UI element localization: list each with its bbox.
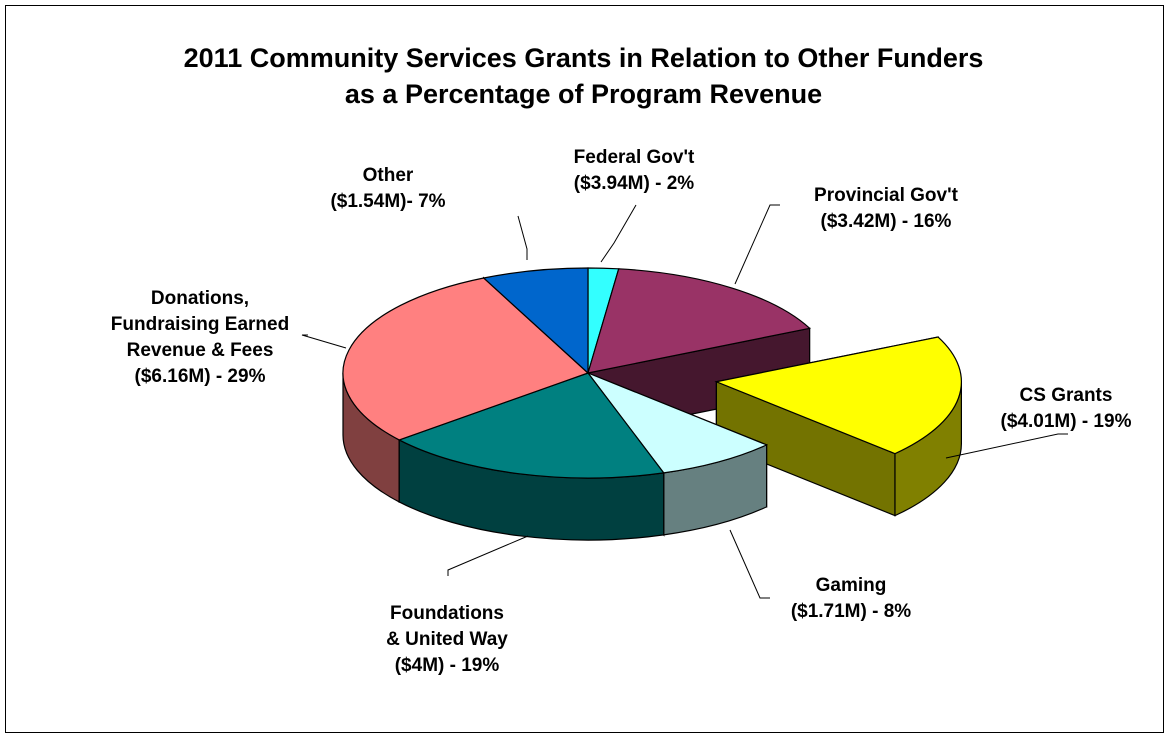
slice-cs-grants-label: CS Grants ($4.01M) - 19%	[1001, 383, 1132, 435]
slice-gaming	[586, 371, 769, 474]
slice-cs-grants-leader-line	[945, 433, 1068, 459]
slice-foundations-united-way-label-line: ($4M) - 19%	[394, 655, 500, 676]
slice-provincial-govt-leader-line	[734, 204, 780, 285]
slice-other-leader-line	[517, 215, 528, 260]
chart-subtitle: as a Percentage of Program Revenue	[344, 79, 823, 109]
slice-donations-label-line: Fundraising Earned	[110, 314, 290, 335]
slice-gaming-label-line: Gaming	[815, 575, 887, 596]
slice-provincial-govt-label-line: ($3.42M) - 16%	[820, 211, 952, 232]
slice-provincial-govt-label: Provincial Gov't ($3.42M) - 16%	[814, 183, 958, 235]
slice-federal-govt-label-line: Federal Gov't	[573, 147, 695, 168]
slice-foundations-united-way	[397, 372, 665, 479]
slice-foundations-united-way-label-line: & United Way	[386, 629, 508, 650]
slice-other	[482, 267, 589, 375]
slice-federal-govt-leader-line	[600, 204, 637, 263]
slice-other-label: Other ($1.54M)- 7%	[330, 163, 445, 215]
slice-other-label-line: ($1.54M)- 7%	[330, 191, 446, 212]
chart-title: 2011 Community Services Grants in Relati…	[183, 43, 984, 73]
slice-donations-label-line: ($6.16M) - 29%	[134, 366, 266, 387]
slice-gaming-label: Gaming ($1.71M) - 8%	[791, 573, 911, 625]
slice-cs-grants-label-line: ($4.01M) - 19%	[1000, 411, 1132, 432]
slice-donations	[342, 277, 590, 441]
slice-gaming-label-line: ($1.71M) - 8%	[790, 601, 912, 622]
slice-donations-label-line: Donations,	[150, 288, 250, 309]
slice-federal-govt-label-line: ($3.94M) - 2%	[573, 173, 695, 194]
slice-provincial-govt-label-line: Provincial Gov't	[814, 185, 958, 206]
slice-donations-label: Donations, Fundraising Earned Revenue & Fe…	[111, 286, 289, 390]
slice-foundations-united-way-label-line: Foundations	[390, 603, 504, 624]
slice-donations-label-line: Revenue & Fees	[126, 340, 274, 361]
slice-provincial-govt	[587, 268, 811, 374]
slice-gaming-leader-line	[729, 529, 770, 599]
slice-other-label-line: Other	[362, 165, 414, 186]
slice-foundations-united-way-leader-line	[447, 535, 529, 576]
slice-foundations-united-way-label: Foundations & United Way ($4M) - 19%	[386, 601, 508, 679]
slice-donations-leader-line	[301, 334, 347, 349]
slice-cs-grants-label-line: CS Grants	[1019, 385, 1113, 406]
slice-cs-grants	[714, 336, 962, 455]
slice-federal-govt-label: Federal Gov't ($3.94M) - 2%	[574, 145, 695, 197]
